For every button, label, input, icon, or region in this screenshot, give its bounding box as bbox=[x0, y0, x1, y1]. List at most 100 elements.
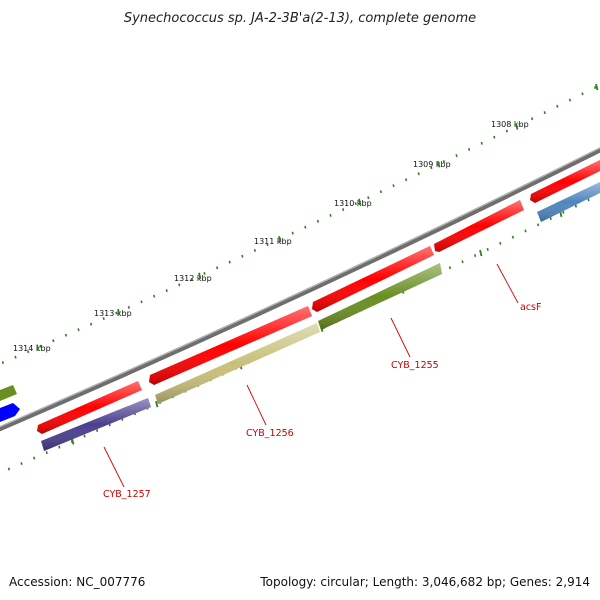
scale-minor-tick bbox=[45, 451, 48, 455]
scale-minor-tick bbox=[461, 260, 464, 264]
scale-major-tick bbox=[595, 83, 599, 91]
scale-minor-tick bbox=[430, 166, 433, 170]
scale-minor-tick bbox=[102, 317, 105, 321]
gene-label-acsF: acsF bbox=[520, 302, 541, 313]
tick-label: 1311 kbp bbox=[254, 237, 292, 246]
scale-minor-tick bbox=[39, 344, 42, 348]
gene-gloss bbox=[149, 306, 312, 385]
scale-minor-tick bbox=[354, 202, 357, 206]
scale-minor-tick bbox=[304, 225, 307, 229]
scale-minor-tick bbox=[367, 196, 370, 200]
scale-minor-tick bbox=[568, 98, 572, 102]
gene-gloss bbox=[312, 246, 434, 312]
scale-minor-tick bbox=[216, 266, 219, 270]
scale-minor-tick bbox=[190, 277, 194, 281]
scale-minor-tick bbox=[64, 333, 68, 337]
scale-major-tick bbox=[358, 198, 362, 206]
accession-text: Accession: NC_007776 bbox=[9, 575, 145, 589]
scale-minor-tick bbox=[241, 254, 244, 258]
gene-gloss bbox=[434, 200, 524, 252]
scale-minor-tick bbox=[594, 86, 597, 90]
gene-label-CYB_1255: CYB_1255 bbox=[391, 360, 439, 371]
scale-minor-tick bbox=[480, 141, 483, 145]
scale-major-tick bbox=[117, 308, 121, 316]
scale-minor-tick bbox=[493, 135, 496, 139]
scale-minor-tick bbox=[524, 229, 527, 233]
map-title: Synechococcus sp. JA-2-3B'a(2-13), compl… bbox=[124, 11, 476, 26]
scale-minor-tick bbox=[392, 184, 395, 188]
scale-major-tick bbox=[198, 272, 202, 280]
scale-minor-tick bbox=[417, 172, 420, 176]
scale-minor-tick bbox=[531, 117, 534, 121]
gene-gloss bbox=[530, 160, 600, 203]
scale-minor-tick bbox=[52, 339, 55, 343]
scale-minor-tick bbox=[518, 123, 521, 127]
scale-major-tick bbox=[278, 236, 282, 243]
gene-label-CYB_1256: CYB_1256 bbox=[246, 428, 294, 439]
scale-minor-tick bbox=[474, 254, 477, 257]
gene-label-CYB_1257: CYB_1257 bbox=[103, 489, 151, 500]
scale-minor-tick bbox=[178, 283, 181, 287]
tick-label: 1312 kbp bbox=[174, 274, 212, 283]
scale-major-tick bbox=[155, 400, 159, 408]
tick-label: 1310 kbp bbox=[334, 199, 372, 208]
kbp-scale: 1308 kbp 1309 kbp 1310 kbp 1311 kbp 1312… bbox=[1, 83, 599, 471]
scale-minor-tick bbox=[58, 445, 61, 449]
scale-minor-tick bbox=[537, 223, 540, 227]
scale-minor-tick bbox=[108, 423, 111, 427]
scale-minor-tick bbox=[27, 350, 30, 354]
scale-minor-tick bbox=[14, 355, 17, 359]
scale-minor-tick bbox=[228, 260, 231, 264]
scale-minor-tick bbox=[511, 235, 515, 239]
feature-track-inner bbox=[0, 182, 600, 451]
scale-minor-tick bbox=[253, 249, 257, 252]
scale-minor-tick bbox=[448, 266, 452, 270]
tick-label: 1314 kbp bbox=[13, 344, 51, 353]
scale-minor-tick bbox=[90, 322, 93, 326]
gene-feature bbox=[318, 263, 442, 330]
scale-minor-tick bbox=[33, 456, 36, 460]
scale-minor-tick bbox=[468, 148, 471, 151]
scale-minor-tick bbox=[83, 434, 86, 438]
scale-minor-tick bbox=[165, 289, 168, 292]
scale-minor-tick bbox=[587, 198, 590, 202]
scale-major-tick bbox=[71, 438, 75, 445]
scale-minor-tick bbox=[7, 467, 11, 471]
scale-minor-tick bbox=[499, 241, 502, 245]
gene-gloss bbox=[37, 381, 142, 434]
scale-minor-tick bbox=[379, 190, 383, 194]
scale-minor-tick bbox=[140, 300, 143, 304]
scale-minor-tick bbox=[549, 217, 552, 221]
gene-feature bbox=[41, 398, 151, 451]
scale-minor-tick bbox=[562, 210, 565, 214]
scale-minor-tick bbox=[543, 111, 546, 114]
scale-minor-tick bbox=[20, 462, 23, 466]
scale-minor-tick bbox=[203, 272, 206, 275]
scale-minor-tick bbox=[486, 247, 489, 251]
scale-major-tick bbox=[36, 344, 40, 351]
scale-minor-tick bbox=[291, 231, 294, 235]
gene-labels: acsF CYB_1255 CYB_1256 CYB_1257 bbox=[103, 302, 541, 500]
scale-minor-tick bbox=[581, 92, 584, 96]
scale-minor-tick bbox=[77, 328, 80, 332]
gene-feature bbox=[0, 385, 17, 401]
scale-minor-tick bbox=[455, 154, 458, 157]
gene-track-outer bbox=[37, 160, 600, 434]
gene-label-leaders bbox=[103, 263, 519, 488]
scale-minor-tick bbox=[115, 311, 118, 315]
scale-minor-tick bbox=[342, 208, 345, 211]
scale-minor-tick bbox=[556, 104, 559, 108]
scale-major-tick bbox=[515, 123, 519, 130]
scale-minor-tick bbox=[329, 213, 332, 217]
scale-minor-tick bbox=[127, 305, 131, 309]
scale-major-tick bbox=[479, 249, 483, 257]
tick-label: 1313 kbp bbox=[94, 309, 132, 318]
scale-major-tick bbox=[437, 161, 441, 168]
tick-label: 1308 kbp bbox=[491, 120, 529, 129]
scale-minor-tick bbox=[153, 294, 156, 298]
scale-minor-tick bbox=[505, 129, 509, 133]
scale-minor-tick bbox=[96, 429, 99, 432]
scale-minor-tick bbox=[1, 361, 5, 365]
tick-label: 1309 kbp bbox=[413, 160, 451, 169]
